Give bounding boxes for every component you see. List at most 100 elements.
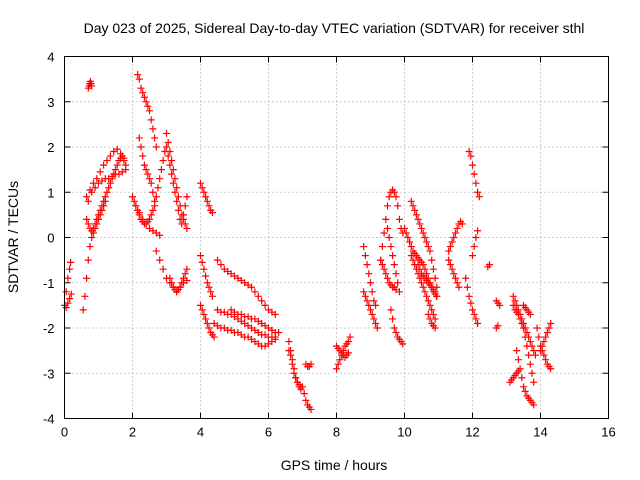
data-point xyxy=(89,229,97,237)
data-point xyxy=(98,206,106,214)
data-point xyxy=(401,224,408,232)
data-point xyxy=(407,197,415,205)
data-point xyxy=(183,224,191,232)
data-point xyxy=(152,193,160,201)
data-point xyxy=(360,243,368,251)
data-point xyxy=(117,150,125,158)
data-point xyxy=(472,315,480,323)
data-point xyxy=(361,292,369,300)
x-tick-label: 6 xyxy=(265,425,272,440)
data-point xyxy=(465,148,473,156)
data-point xyxy=(142,98,150,106)
data-point xyxy=(406,238,414,246)
data-point xyxy=(163,143,170,151)
data-point xyxy=(514,356,522,364)
data-point xyxy=(91,224,99,232)
data-point xyxy=(152,247,160,255)
data-point xyxy=(431,288,439,296)
data-point xyxy=(446,243,454,251)
data-point xyxy=(147,211,155,219)
data-point xyxy=(183,265,191,273)
x-tick-label: 12 xyxy=(465,425,479,440)
data-point xyxy=(474,188,482,196)
data-point xyxy=(152,143,160,151)
data-point xyxy=(467,152,475,160)
data-point xyxy=(208,292,216,300)
data-point xyxy=(511,297,519,305)
data-point xyxy=(395,288,403,296)
data-point xyxy=(251,288,259,296)
data-point xyxy=(542,333,550,341)
data-point xyxy=(518,374,526,382)
data-point xyxy=(409,256,417,264)
data-point xyxy=(344,349,352,357)
data-point xyxy=(173,197,181,205)
data-point xyxy=(538,342,546,350)
x-tick-label: 0 xyxy=(61,425,68,440)
data-point xyxy=(474,227,482,235)
data-point xyxy=(203,197,211,205)
data-point xyxy=(520,383,527,391)
data-point xyxy=(258,297,266,305)
data-point xyxy=(380,229,388,237)
data-point xyxy=(83,274,91,282)
data-point xyxy=(183,276,191,284)
data-point xyxy=(169,166,177,174)
data-point xyxy=(113,161,121,169)
data-point xyxy=(149,125,157,133)
data-point xyxy=(428,306,436,314)
data-point xyxy=(533,324,541,332)
data-point xyxy=(62,304,70,312)
data-point xyxy=(433,292,441,300)
data-point xyxy=(122,166,130,174)
data-point xyxy=(268,338,276,346)
data-point xyxy=(387,306,395,314)
data-point xyxy=(288,360,296,368)
data-point xyxy=(174,206,182,214)
data-point xyxy=(469,306,476,314)
data-point xyxy=(494,322,502,330)
y-tick-label: 3 xyxy=(47,95,54,110)
data-point xyxy=(336,356,344,364)
data-point xyxy=(285,338,293,346)
data-point xyxy=(84,220,92,228)
data-point xyxy=(86,186,94,194)
data-point xyxy=(159,265,167,273)
data-point xyxy=(96,168,104,176)
data-point xyxy=(166,161,174,169)
data-point xyxy=(84,256,92,264)
data-point xyxy=(419,283,427,291)
data-point xyxy=(290,369,298,377)
data-point xyxy=(424,310,432,318)
data-point xyxy=(302,396,310,404)
data-point xyxy=(154,184,162,192)
data-point xyxy=(530,401,538,409)
data-point xyxy=(139,215,147,223)
data-point xyxy=(389,252,397,260)
data-point xyxy=(344,338,352,346)
data-point xyxy=(135,134,143,142)
x-tick-label: 14 xyxy=(533,425,547,440)
data-point xyxy=(378,243,386,251)
data-point xyxy=(146,107,153,115)
data-point xyxy=(203,279,211,287)
data-point xyxy=(64,299,72,307)
data-point xyxy=(394,279,402,287)
data-point xyxy=(333,365,340,373)
data-point xyxy=(372,319,380,327)
data-point xyxy=(390,324,398,332)
data-point xyxy=(134,71,142,79)
data-point xyxy=(197,252,204,260)
data-point xyxy=(164,138,172,146)
data-point xyxy=(469,161,476,169)
data-point xyxy=(174,193,182,201)
data-point xyxy=(382,270,390,278)
data-point xyxy=(164,152,172,160)
data-point xyxy=(368,310,376,318)
data-point xyxy=(67,290,75,298)
data-point xyxy=(361,252,369,260)
data-point xyxy=(531,351,539,359)
data-point xyxy=(202,193,210,201)
data-point xyxy=(521,387,529,395)
